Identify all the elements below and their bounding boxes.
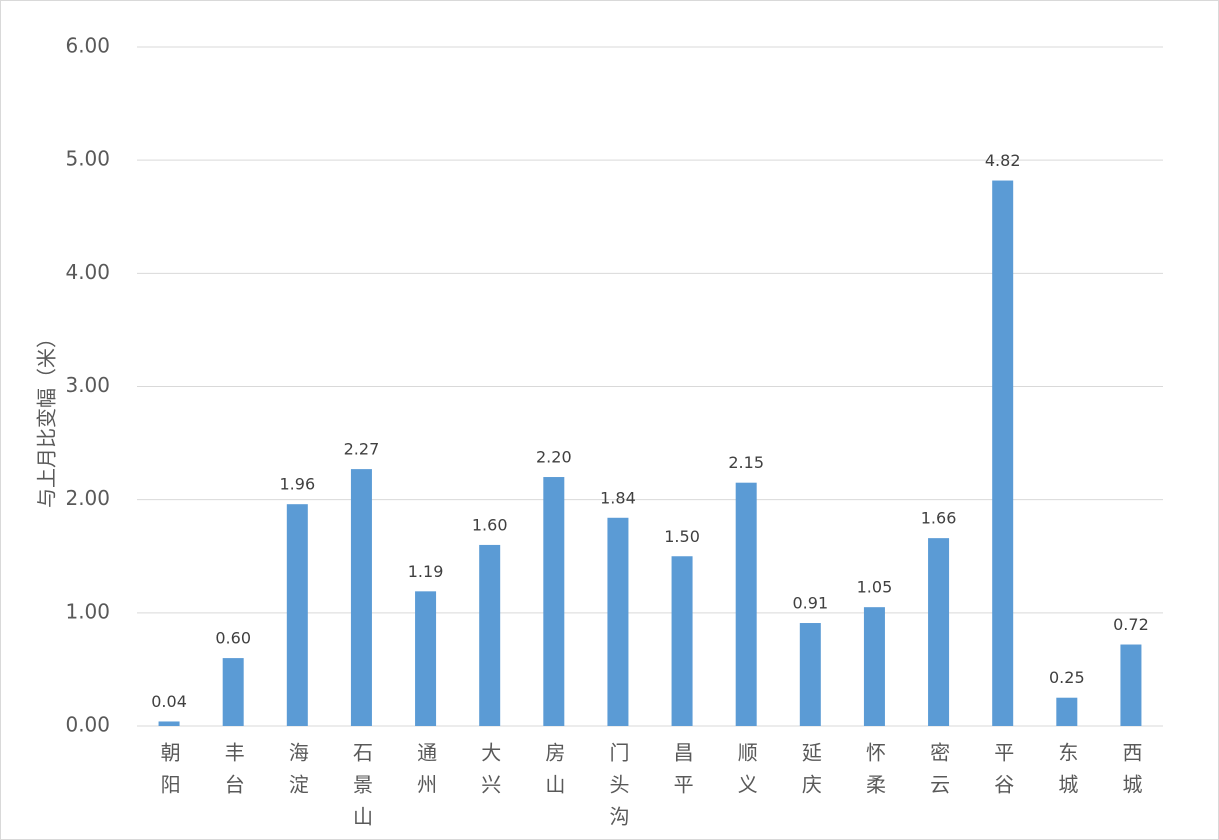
x-tick-label: 延庆 [798, 742, 822, 806]
value-label: 0.04 [151, 692, 187, 711]
x-tick-label: 房山 [542, 742, 566, 806]
bar [286, 504, 308, 726]
value-label: 1.60 [472, 515, 508, 534]
x-tick-label: 怀柔 [862, 742, 886, 806]
bar [928, 538, 950, 726]
x-tick-label: 丰台 [221, 742, 245, 806]
bar [543, 477, 565, 726]
x-tick-label: 平谷 [991, 742, 1015, 806]
value-label: 1.19 [408, 562, 444, 581]
x-tick-label: 朝阳 [157, 742, 181, 806]
value-label: 0.72 [1113, 615, 1149, 634]
value-label: 1.05 [857, 578, 893, 597]
value-label: 1.50 [664, 527, 700, 546]
value-label: 0.25 [1049, 668, 1085, 687]
bar [735, 482, 757, 726]
value-label: 0.91 [793, 594, 829, 613]
bar [1120, 644, 1142, 726]
bar [992, 180, 1014, 726]
y-tick-label: 2.00 [65, 486, 110, 510]
x-tick-label: 石景山 [349, 742, 373, 838]
value-label: 1.66 [921, 509, 957, 528]
value-label: 2.27 [344, 440, 380, 459]
value-label: 1.84 [600, 488, 636, 507]
bar [607, 517, 629, 726]
bar [1056, 697, 1078, 726]
x-tick-label: 昌平 [670, 742, 694, 806]
bar [415, 591, 437, 726]
y-tick-label: 3.00 [65, 373, 110, 397]
y-tick-label: 1.00 [65, 599, 110, 623]
bar [799, 623, 821, 726]
x-tick-label: 顺义 [734, 742, 758, 806]
x-tick-label: 东城 [1055, 742, 1079, 806]
bar [671, 556, 693, 726]
x-tick-label: 大兴 [478, 742, 502, 806]
bar [350, 469, 372, 726]
bar [158, 721, 180, 726]
value-label: 0.60 [215, 629, 251, 648]
x-tick-label: 西城 [1119, 742, 1143, 806]
bar [863, 607, 885, 726]
y-tick-label: 5.00 [65, 147, 110, 171]
bar [479, 544, 501, 726]
x-tick-label: 门头沟 [606, 742, 630, 838]
value-label: 2.15 [728, 453, 764, 472]
x-tick-label: 海淀 [285, 742, 309, 806]
y-tick-label: 6.00 [65, 34, 110, 58]
bar [222, 658, 244, 726]
x-tick-label: 通州 [414, 742, 438, 806]
y-axis-title: 与上月比变幅（米） [35, 328, 59, 508]
y-tick-label: 4.00 [65, 260, 110, 284]
value-label: 2.20 [536, 448, 572, 467]
y-tick-label: 0.00 [65, 713, 110, 737]
value-label: 1.96 [280, 475, 316, 494]
x-tick-label: 密云 [927, 742, 951, 806]
value-label: 4.82 [985, 151, 1021, 170]
